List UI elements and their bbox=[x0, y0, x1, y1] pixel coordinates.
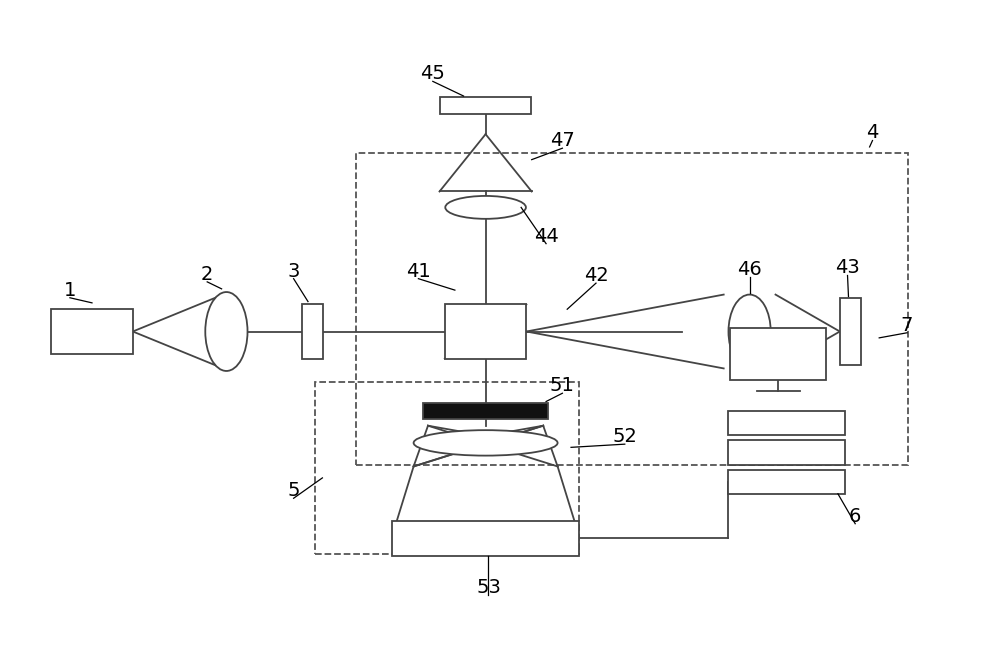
Bar bbox=[356, 153, 908, 465]
Text: 3: 3 bbox=[287, 261, 300, 280]
Text: 7: 7 bbox=[901, 316, 913, 335]
Bar bbox=[392, 521, 579, 556]
Text: 52: 52 bbox=[612, 427, 637, 446]
Text: 45: 45 bbox=[420, 64, 445, 84]
Text: 5: 5 bbox=[287, 481, 300, 500]
Text: 53: 53 bbox=[476, 578, 501, 597]
Text: 41: 41 bbox=[406, 261, 431, 280]
Bar bbox=[423, 403, 548, 419]
Bar bbox=[728, 440, 845, 465]
Bar bbox=[445, 304, 526, 359]
Text: 44: 44 bbox=[534, 227, 558, 245]
Bar bbox=[315, 383, 579, 554]
Bar bbox=[728, 469, 845, 494]
Text: 2: 2 bbox=[201, 265, 213, 284]
Text: 46: 46 bbox=[737, 260, 762, 278]
Bar bbox=[730, 328, 826, 380]
Ellipse shape bbox=[205, 292, 248, 371]
Bar bbox=[840, 298, 861, 365]
Text: 1: 1 bbox=[64, 280, 76, 300]
Text: 47: 47 bbox=[550, 131, 575, 150]
Text: 6: 6 bbox=[849, 507, 861, 526]
Ellipse shape bbox=[414, 430, 558, 455]
Bar bbox=[728, 411, 845, 435]
Ellipse shape bbox=[728, 294, 771, 369]
Bar bbox=[302, 304, 323, 359]
Bar bbox=[51, 308, 133, 355]
Text: 43: 43 bbox=[835, 259, 860, 277]
Text: 4: 4 bbox=[866, 123, 879, 143]
Bar bbox=[440, 97, 531, 115]
Text: 42: 42 bbox=[584, 266, 608, 285]
Ellipse shape bbox=[445, 196, 526, 219]
Text: 51: 51 bbox=[550, 376, 575, 395]
